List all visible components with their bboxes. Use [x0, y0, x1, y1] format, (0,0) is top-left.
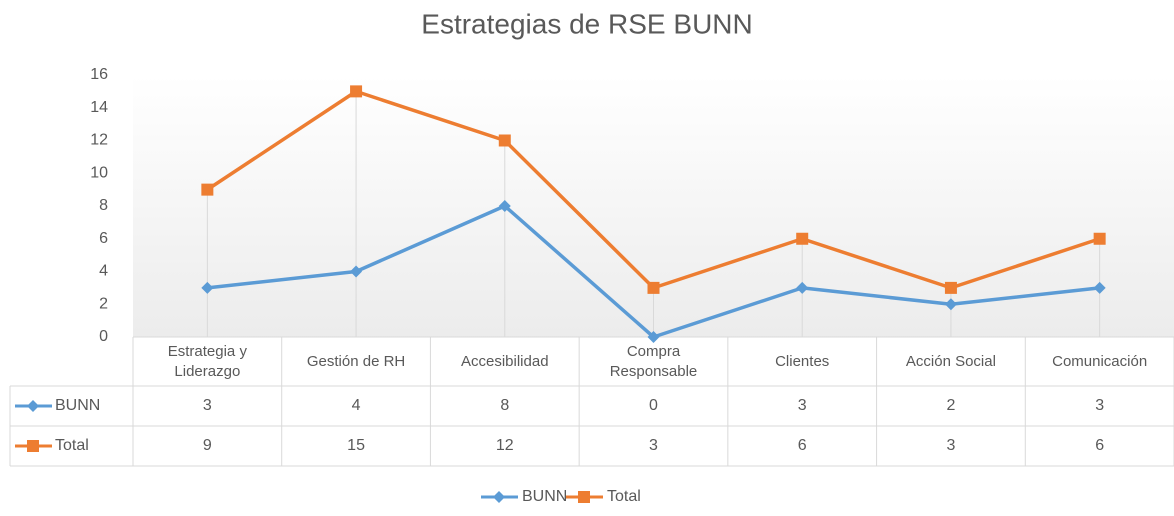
marker	[201, 183, 214, 196]
table-value: 0	[649, 397, 658, 414]
y-tick-label: 10	[90, 164, 108, 181]
table-value: 3	[946, 437, 955, 454]
x-tick-label: Estrategia y Liderazgo	[167, 342, 247, 380]
marker	[647, 331, 660, 343]
x-tick-label: Comunicación	[1052, 352, 1148, 370]
category-cell: Estrategia y Liderazgo	[167, 342, 247, 380]
table-value: 3	[1095, 397, 1104, 414]
x-tick-label: Gestión de RH	[306, 352, 406, 370]
legend-label: Total	[607, 488, 641, 505]
marker	[647, 281, 660, 294]
x-tick-label: Acción Social	[905, 352, 996, 370]
category-cell: Comunicación	[1052, 352, 1148, 370]
y-tick-label: 4	[99, 263, 108, 280]
table-value: 3	[649, 437, 658, 454]
marker	[944, 281, 957, 294]
x-tick-label: Accesibilidad	[461, 352, 549, 370]
table-value: 9	[203, 437, 212, 454]
marker	[350, 85, 363, 98]
y-tick-label: 14	[90, 99, 108, 116]
marker	[350, 265, 363, 278]
table-series-name: Total	[55, 437, 89, 454]
legend-label: BUNN	[522, 488, 567, 505]
marker	[1093, 281, 1106, 294]
table-value: 6	[1095, 437, 1104, 454]
y-tick-label: 0	[99, 328, 108, 345]
marker	[944, 298, 957, 311]
category-cell: Accesibilidad	[461, 352, 549, 370]
table-value: 3	[798, 397, 807, 414]
table-value: 6	[798, 437, 807, 454]
marker	[578, 491, 590, 503]
chart-title: Estrategias de RSE BUNN	[421, 8, 752, 39]
table-value: 2	[946, 397, 955, 414]
y-tick-label: 2	[99, 295, 108, 312]
marker	[27, 440, 39, 452]
category-cell: Clientes	[775, 352, 830, 370]
marker	[493, 491, 505, 503]
y-tick-label: 12	[90, 132, 108, 149]
marker	[1093, 232, 1106, 245]
table-value: 15	[347, 437, 365, 454]
y-tick-label: 16	[90, 66, 108, 83]
table-value: 8	[500, 397, 509, 414]
x-tick-label: Clientes	[775, 352, 830, 370]
y-tick-label: 6	[99, 230, 108, 247]
category-cell: Acción Social	[905, 352, 996, 370]
table-series-name: BUNN	[55, 397, 100, 414]
x-tick-label: Compra Responsable	[609, 342, 698, 380]
marker	[201, 281, 214, 294]
marker	[27, 400, 39, 412]
marker	[796, 281, 809, 294]
y-tick-label: 8	[99, 197, 108, 214]
marker	[796, 232, 809, 245]
category-cell: Compra Responsable	[609, 342, 698, 380]
table-value: 4	[352, 397, 361, 414]
category-cell: Gestión de RH	[306, 352, 406, 370]
marker	[498, 134, 511, 147]
table-value: 3	[203, 397, 212, 414]
marker	[498, 200, 511, 212]
table-value: 12	[496, 437, 514, 454]
